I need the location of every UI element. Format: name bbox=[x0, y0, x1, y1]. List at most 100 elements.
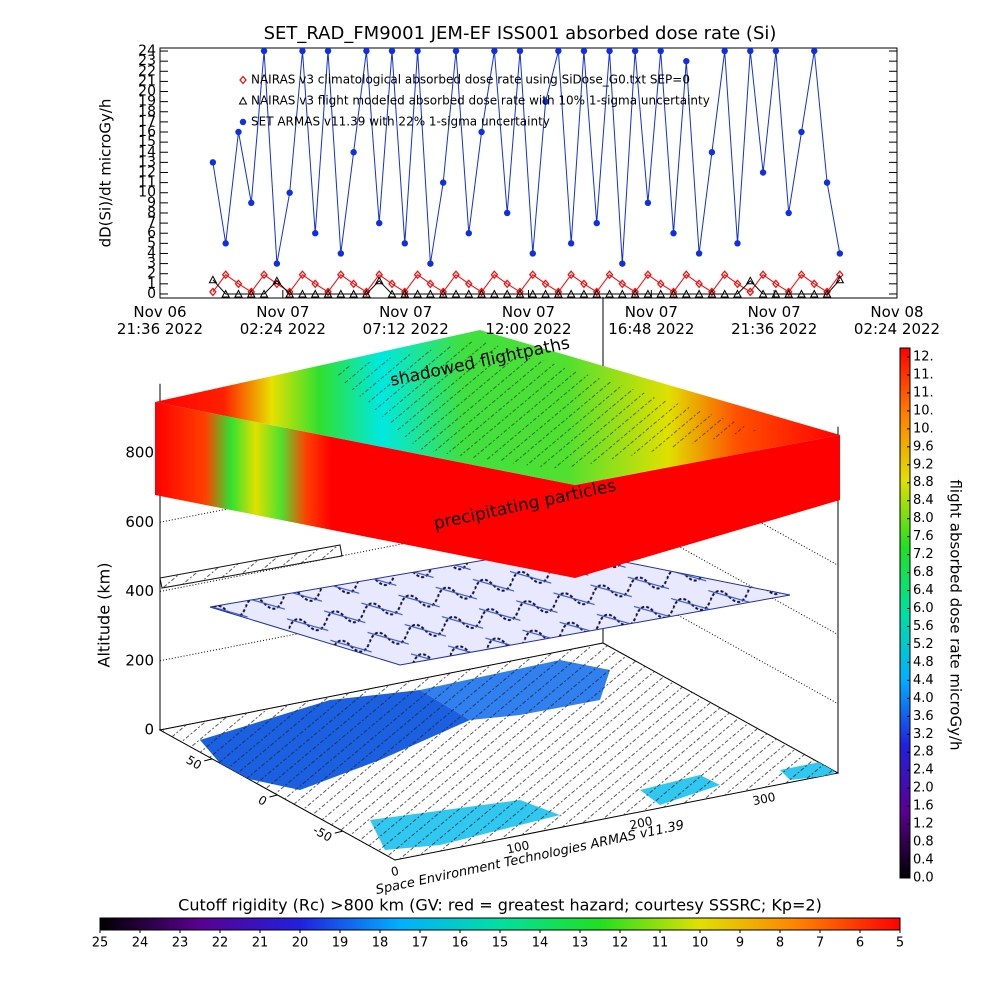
data-point bbox=[772, 48, 780, 55]
x-tick-label: Nov 06 21:36 2022 bbox=[116, 303, 204, 338]
colorbar-tick-label: 2.4 bbox=[913, 763, 934, 778]
data-point bbox=[312, 230, 319, 237]
data-point bbox=[759, 169, 767, 176]
data-point bbox=[311, 279, 320, 289]
colorbar-tick-label: 5.2 bbox=[913, 637, 934, 652]
data-point bbox=[606, 48, 613, 55]
data-point bbox=[592, 289, 602, 298]
data-point bbox=[272, 276, 282, 285]
data-point bbox=[784, 287, 793, 297]
data-point bbox=[721, 48, 728, 55]
data-point bbox=[248, 199, 255, 207]
colorbar-tick-label: 22 bbox=[212, 936, 229, 951]
colorbar-tick-label: 6.8 bbox=[913, 565, 934, 580]
data-point bbox=[247, 287, 256, 297]
y-tick-label: 0 bbox=[256, 793, 270, 809]
x-tick-label: 0 bbox=[390, 864, 400, 879]
flight-paths bbox=[210, 548, 790, 665]
colorbar-tick-label: 25 bbox=[92, 936, 109, 951]
y-tick-label: -50 bbox=[311, 823, 335, 845]
shadow-paths bbox=[330, 340, 760, 470]
colorbar-tick-label: 1.6 bbox=[913, 799, 934, 814]
data-point bbox=[401, 287, 409, 297]
data-point bbox=[400, 289, 410, 298]
data-point bbox=[669, 287, 678, 297]
colorbar-label: flight absorbed dose rate microGy/h bbox=[947, 479, 965, 750]
data-point bbox=[502, 289, 512, 298]
data-point bbox=[209, 287, 217, 297]
colorbar-tick-label: 4.4 bbox=[913, 673, 934, 688]
data-point bbox=[426, 279, 435, 289]
y-tick-label: 14 bbox=[138, 144, 156, 160]
data-point bbox=[554, 289, 563, 298]
x-tick-label: Nov 08 02:24 2022 bbox=[853, 303, 941, 338]
colorbar-tick-label: 10. bbox=[913, 403, 934, 418]
data-point bbox=[490, 270, 499, 280]
data-point bbox=[784, 289, 794, 298]
y-tick-label: 7 bbox=[147, 215, 156, 231]
data-point bbox=[823, 179, 831, 186]
data-point bbox=[401, 240, 409, 247]
data-point bbox=[785, 209, 792, 217]
data-point bbox=[324, 48, 332, 55]
colorbar-tick-label: 0.0 bbox=[913, 871, 934, 886]
data-point bbox=[286, 189, 293, 196]
colorbar-tick-label: 3.6 bbox=[913, 709, 934, 724]
colorbar-tick-label: 11. bbox=[913, 367, 934, 382]
data-point bbox=[695, 250, 703, 257]
legend-marker bbox=[238, 96, 248, 105]
colorbar-tick-label: 8.8 bbox=[913, 475, 934, 490]
data-point bbox=[797, 289, 806, 298]
series-line bbox=[212, 279, 841, 295]
colorbar-tick-label: 7.2 bbox=[913, 547, 934, 562]
legend-label: NAIRAS v3 flight modeled absorbed dose r… bbox=[251, 94, 710, 108]
colorbar bbox=[899, 347, 911, 879]
y-tick-label: 20 bbox=[138, 84, 156, 100]
data-point bbox=[656, 289, 666, 298]
data-point bbox=[273, 260, 281, 267]
data-point bbox=[349, 289, 358, 298]
y-tick-label: 11 bbox=[138, 175, 156, 191]
slab-side bbox=[575, 435, 840, 578]
data-point bbox=[427, 260, 434, 267]
data-point bbox=[733, 289, 742, 298]
data-point bbox=[734, 240, 741, 247]
data-point bbox=[235, 128, 242, 136]
colorbar-tick-label: 2.0 bbox=[913, 781, 934, 796]
stacked-paths bbox=[159, 544, 343, 589]
data-point bbox=[745, 276, 755, 285]
data-point bbox=[336, 289, 346, 298]
y-tick-label: 3 bbox=[147, 256, 156, 272]
data-point bbox=[798, 128, 805, 136]
data-point bbox=[350, 149, 357, 156]
z-axis-label: Altitude (km) bbox=[95, 563, 114, 668]
z-tick-label: 0 bbox=[144, 721, 154, 739]
y-tick-label: 1 bbox=[147, 276, 156, 292]
colorbar-tick-label: 11 bbox=[652, 936, 669, 951]
data-point bbox=[835, 275, 845, 284]
data-point bbox=[209, 159, 217, 166]
data-point bbox=[337, 270, 345, 280]
colorbar-tick-label: 4.8 bbox=[913, 655, 934, 670]
data-point bbox=[234, 289, 243, 298]
y-tick-label: 5 bbox=[147, 235, 156, 251]
y-tick-label: 6 bbox=[147, 225, 156, 241]
data-point bbox=[528, 270, 537, 280]
colorbar-tick-label: 17 bbox=[412, 936, 429, 951]
data-point bbox=[656, 279, 665, 289]
legend-label: NAIRAS v3 climatological absorbed dose r… bbox=[251, 73, 690, 87]
y-tick-label: 4 bbox=[147, 245, 156, 261]
data-point bbox=[593, 219, 600, 227]
data-point bbox=[708, 149, 716, 156]
y-tick-label: 24 bbox=[138, 43, 156, 59]
colorbar-tick-label: 7 bbox=[816, 936, 824, 951]
data-point bbox=[758, 289, 768, 298]
data-point bbox=[541, 289, 550, 298]
y-tick-label: 8 bbox=[147, 205, 156, 221]
y-tick-label: 0 bbox=[147, 286, 156, 302]
y-tick-label: 50 bbox=[184, 753, 204, 773]
data-point bbox=[605, 289, 614, 298]
data-point bbox=[439, 287, 447, 297]
data-point bbox=[644, 199, 652, 207]
